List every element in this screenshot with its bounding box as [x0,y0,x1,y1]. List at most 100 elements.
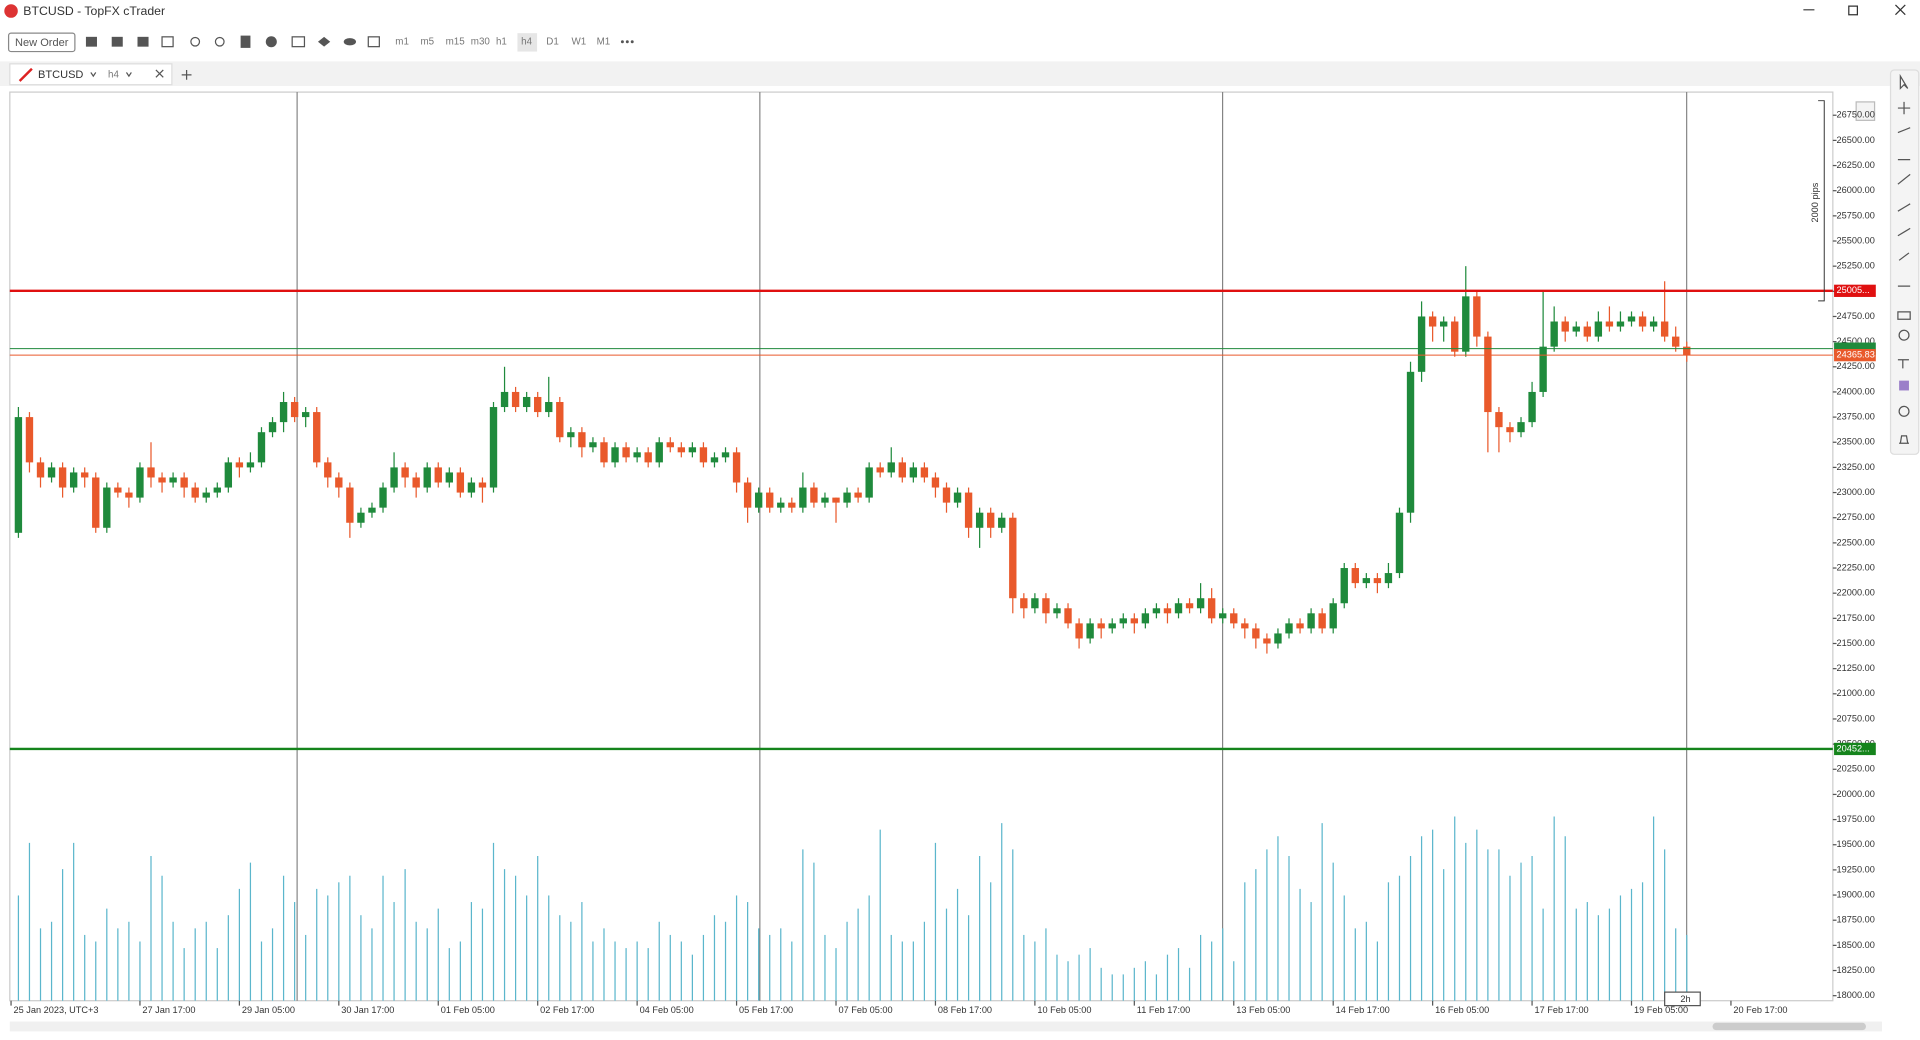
window-title: BTCUSD - TopFX cTrader [23,4,165,18]
candle-body [743,482,752,508]
timeframe-button[interactable]: m30 [471,36,491,47]
candle-body [1152,608,1161,614]
candle-body [180,477,188,488]
candle-body [556,402,564,438]
candle-body [335,477,343,488]
candle-body [710,457,719,463]
tab-symbol: BTCUSD [38,69,83,81]
tab-timeframe: h4 [108,69,119,80]
x-tick-label: 05 Feb 17:00 [739,1005,793,1015]
candle-body [1506,427,1514,433]
countdown-label: 2h [1680,994,1690,1004]
candle-body [788,502,796,508]
timeframe-button[interactable]: D1 [546,36,559,47]
candle-body [191,487,199,498]
candle-body [1484,336,1492,413]
y-tick-label: 22500.00 [1837,537,1875,547]
y-tick-label: 26250.00 [1837,160,1875,170]
candle-body [721,452,730,458]
y-tick-label: 22750.00 [1837,512,1875,522]
candle-body [213,487,221,493]
timeframe-button[interactable]: h1 [496,36,507,47]
candle-body [1672,336,1680,347]
bid-tag [1834,348,1876,362]
candle-body [1207,598,1216,619]
timeframe-button[interactable]: h4 [521,36,532,47]
candle-body [1230,613,1238,624]
timeframe-button[interactable]: m5 [420,36,434,47]
candle-body [47,467,56,478]
timeframe-button[interactable]: m1 [395,36,409,47]
new-order-label: New Order [15,37,69,49]
candle-body [1605,321,1614,327]
candle-body [987,512,995,528]
candle-body [1594,321,1603,337]
timeframe-button[interactable]: W1 [571,36,586,47]
candle-body [511,391,520,408]
candle-body [489,407,498,488]
candle-body [666,442,674,448]
chart-tab[interactable] [9,63,173,86]
candle-body [1384,573,1393,584]
timeframe-active [517,33,538,52]
y-tick-label: 19000.00 [1837,889,1875,899]
y-tick-label: 24500.00 [1837,336,1875,346]
y-tick-label: 24750.00 [1837,311,1875,321]
tab-controls[interactable] [90,69,192,80]
candle-body [898,462,906,478]
candle-body [1373,578,1382,584]
candle-body [158,477,166,483]
candle-body [279,402,288,423]
y-tick-label: 19750.00 [1837,814,1875,824]
candle-body [357,512,365,523]
candle-body [1307,613,1315,629]
timeframe-button[interactable]: M1 [597,36,611,47]
candle-body [412,477,420,488]
drawing-tools [1897,73,1911,444]
chart-settings-button[interactable] [1855,101,1876,121]
candle-body [379,487,387,508]
candle-body [1528,391,1536,423]
new-order-button[interactable] [7,32,76,53]
candle-body [390,467,398,488]
plot-area [9,91,1834,1002]
candle-body [622,447,630,458]
candle-body [810,487,818,503]
candle-body [290,402,299,418]
candle-body [467,482,476,493]
candle-body [1097,623,1105,629]
candle-body [975,512,984,528]
candle-body [69,472,78,488]
tab-bar [0,61,1920,86]
y-tick-label: 19250.00 [1837,864,1875,874]
drawing-toolbar[interactable] [1889,69,1920,455]
y-tick-label: 25250.00 [1837,261,1875,271]
candle-body [655,442,663,463]
x-tick-label: 13 Feb 05:00 [1236,1005,1290,1015]
window-controls[interactable] [1803,4,1906,16]
toolbar-icons[interactable] [85,35,634,48]
y-tick-label: 22000.00 [1837,588,1875,598]
candle-body [36,462,45,478]
app-icon [4,4,18,18]
candle-body [147,467,155,478]
timeframe-button[interactable]: m15 [446,36,466,47]
candle-body [578,432,586,448]
candle-body [1362,578,1371,584]
candle-body [1660,321,1669,337]
candle-body [136,467,144,498]
x-tick-label: 16 Feb 05:00 [1435,1005,1489,1015]
candle-body [754,492,763,508]
y-tick-label: 20250.00 [1837,764,1875,774]
candle-body [865,467,873,498]
candle-body [732,452,741,483]
level-price-tag [1834,284,1876,297]
scrollbar-thumb[interactable] [1712,1022,1866,1031]
y-tick-label: 21250.00 [1837,663,1875,673]
candle-body [1075,623,1083,639]
candle-body [1108,623,1116,629]
candle-body [920,467,929,478]
candle-body [1329,603,1337,629]
